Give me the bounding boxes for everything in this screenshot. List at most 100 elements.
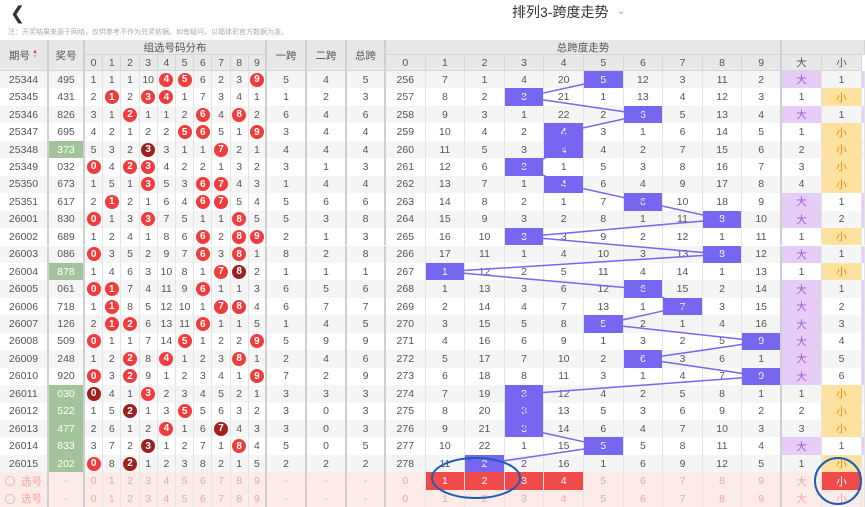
distribution-cell: 0 (85, 280, 104, 298)
distribution-cell: 3 (176, 175, 195, 194)
small-cell: 3 (822, 315, 862, 333)
trend-miss-cell: 5 (742, 454, 782, 473)
hit-ball: 7 (213, 264, 228, 279)
distribution-cell: 1 (194, 210, 213, 229)
select-digit-3[interactable]: 3 (139, 489, 158, 507)
distribution-cell: 2 (194, 158, 213, 176)
select-trend-5[interactable]: 5 (584, 489, 624, 507)
distribution-cell: 4 (103, 262, 122, 281)
distribution-cell: 2 (248, 402, 267, 420)
select-trend-9[interactable]: 9 (742, 489, 782, 507)
total-span-cell: 8 (347, 210, 386, 229)
select-trend-3[interactable]: 3 (504, 472, 545, 490)
select-digit-8[interactable]: 8 (230, 472, 249, 490)
select-trend-0[interactable]: 0 (386, 472, 426, 490)
issue-cell: 25349 (0, 158, 49, 176)
select-trend-4[interactable]: 4 (544, 472, 584, 490)
trend-miss-cell: 22 (465, 437, 505, 455)
total-span-cell: 5 (347, 437, 386, 455)
select-row-toggle[interactable]: 选号 (0, 489, 49, 507)
trend-hit-cell: 8 (702, 245, 743, 263)
select-trend-6[interactable]: 6 (623, 472, 664, 490)
radio-icon[interactable] (5, 476, 15, 487)
select-trend-1[interactable]: 1 (425, 472, 466, 490)
select-small[interactable]: 小 (822, 472, 862, 490)
select-digit-2[interactable]: 2 (121, 489, 140, 507)
select-digit-8[interactable]: 8 (230, 489, 249, 507)
select-digit-2[interactable]: 2 (121, 472, 140, 490)
total-span-cell: 5 (347, 315, 386, 333)
select-trend-1[interactable]: 1 (425, 489, 466, 507)
select-digit-9[interactable]: 9 (248, 472, 267, 490)
select-trend-7[interactable]: 7 (663, 489, 703, 507)
trend-miss-cell: 2 (504, 193, 545, 211)
trend-miss-cell: 5 (584, 402, 624, 420)
select-trend-9[interactable]: 9 (742, 472, 782, 490)
select-row-toggle[interactable]: 选号 (0, 472, 49, 490)
distribution-cell: 7 (121, 280, 140, 298)
page-title[interactable]: 排列3-跨度走势 (512, 4, 609, 20)
select-digit-1[interactable]: 1 (103, 489, 122, 507)
trend-miss-cell: 259 (386, 123, 426, 141)
select-digit-7[interactable]: 7 (212, 489, 231, 507)
select-digit-6[interactable]: 6 (194, 489, 213, 507)
distribution-cell: 12 (157, 297, 176, 316)
sort-icon[interactable]: ▲ ▼ (32, 49, 38, 60)
hit-ball: 6 (195, 229, 210, 244)
select-trend-2[interactable]: 2 (465, 472, 505, 490)
trend-miss-cell: 9 (425, 420, 466, 438)
select-trend-3[interactable]: 3 (504, 489, 545, 507)
distribution-cell: 2 (121, 88, 140, 106)
distribution-cell: 1 (230, 123, 249, 141)
select-digit-5[interactable]: 5 (176, 472, 195, 490)
select-big[interactable]: 大 (782, 489, 822, 507)
select-digit-5[interactable]: 5 (176, 489, 195, 507)
distribution-cell: 6 (157, 193, 176, 211)
select-digit-3[interactable]: 3 (139, 472, 158, 490)
select-digit-6[interactable]: 6 (194, 472, 213, 490)
select-trend-8[interactable]: 8 (702, 472, 743, 490)
select-trend-6[interactable]: 6 (623, 489, 664, 507)
trend-miss-cell: 4 (623, 262, 664, 281)
hit-ball: 7 (213, 177, 228, 192)
column-group-bigsmall (782, 40, 865, 55)
hit-ball: 1 (104, 299, 119, 314)
select-digit-0[interactable]: 0 (85, 472, 104, 490)
select-digit-4[interactable]: 4 (157, 472, 176, 490)
select-big[interactable]: 大 (782, 472, 822, 490)
select-trend-2[interactable]: 2 (465, 489, 505, 507)
trend-miss-cell: 273 (386, 367, 426, 386)
distribution-cell: 4 (103, 158, 122, 176)
big-cell: 2 (782, 140, 822, 159)
select-small[interactable]: 小 (822, 489, 862, 507)
select-trend-8[interactable]: 8 (702, 489, 743, 507)
select-digit-7[interactable]: 7 (212, 472, 231, 490)
radio-icon[interactable] (5, 493, 15, 504)
column-header-issue[interactable]: 期号 ▲ ▼ (0, 40, 49, 71)
winning-number-cell: 373 (49, 140, 85, 159)
select-digit-4[interactable]: 4 (157, 489, 176, 507)
distribution-cell: 5 (212, 385, 231, 403)
hit-ball: 8 (232, 351, 247, 366)
select-trend-5[interactable]: 5 (584, 472, 624, 490)
column-header-digit-5: 5 (176, 55, 195, 71)
winning-number-cell: 248 (49, 350, 85, 368)
select-trend-4[interactable]: 4 (544, 489, 584, 507)
distribution-cell: 1 (212, 210, 231, 229)
select-trend-7[interactable]: 7 (663, 472, 703, 490)
distribution-cell: 8 (230, 245, 249, 263)
select-digit-1[interactable]: 1 (103, 472, 122, 490)
trend-miss-cell: 6 (584, 175, 624, 194)
back-button[interactable]: ❮ (10, 2, 30, 24)
select-digit-9[interactable]: 9 (248, 489, 267, 507)
chevron-down-icon[interactable]: ⌄ (617, 6, 626, 17)
select-trend-0[interactable]: 0 (386, 489, 426, 507)
span1-cell: 1 (267, 88, 307, 106)
distribution-cell: 4 (230, 175, 249, 194)
trend-miss-cell: 10 (425, 123, 466, 141)
total-span-cell: 4 (347, 175, 386, 194)
select-digit-0[interactable]: 0 (85, 489, 104, 507)
column-header-big: 大 (782, 55, 822, 71)
trend-miss-cell: 10 (663, 193, 703, 211)
distribution-cell: 6 (194, 175, 213, 194)
